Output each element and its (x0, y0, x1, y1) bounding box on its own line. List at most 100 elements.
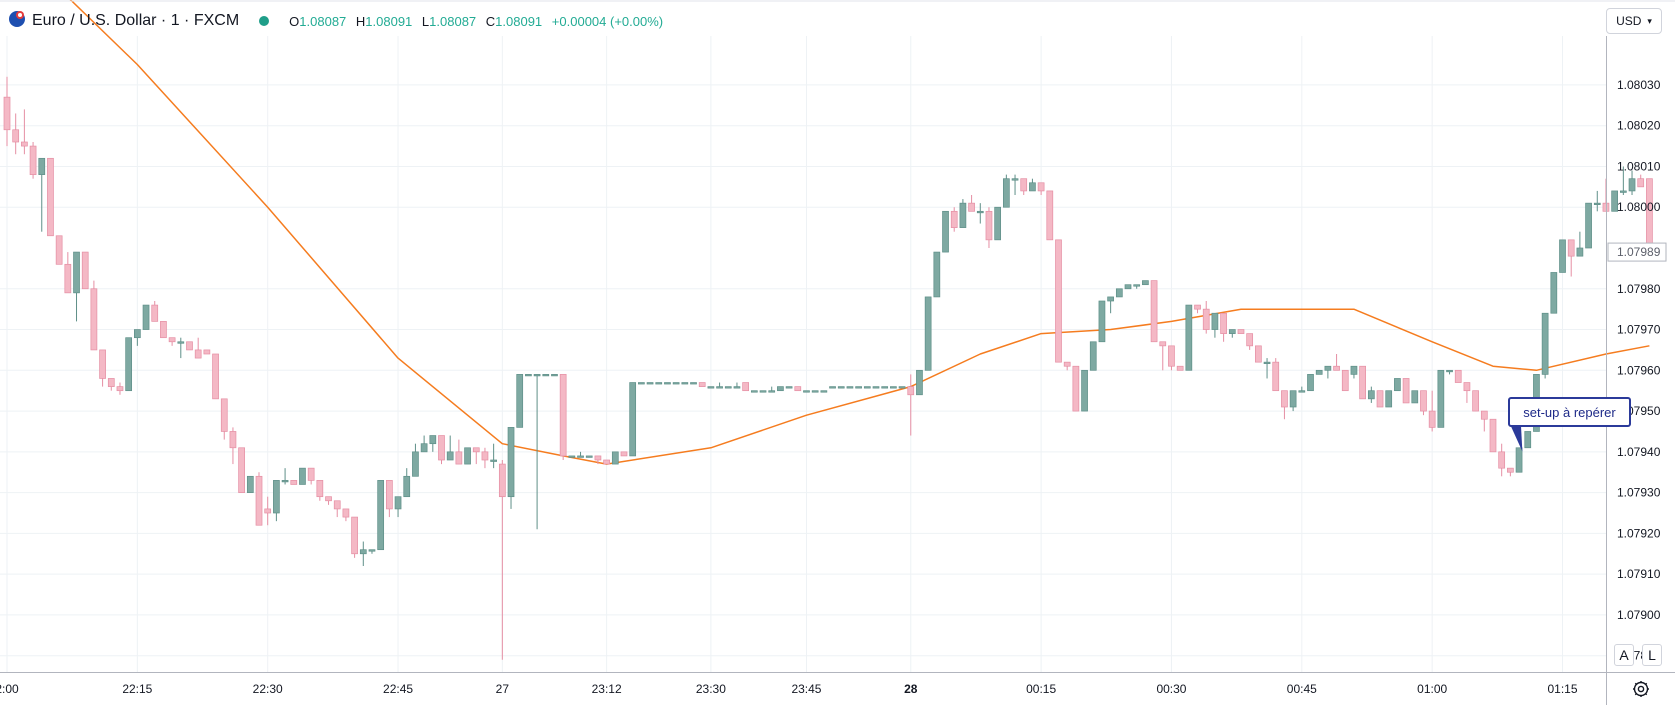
candle (90, 280, 98, 351)
candle (403, 468, 411, 498)
candle-body (325, 496, 332, 502)
candle (690, 382, 697, 385)
candle (1142, 280, 1149, 286)
x-tick-label: 22:30 (253, 682, 283, 696)
candle (533, 374, 541, 530)
candle-body (186, 341, 193, 351)
candle (1576, 231, 1584, 257)
moving-average-path (69, 0, 1650, 465)
candle-body (29, 145, 37, 175)
candle-body (1272, 361, 1280, 392)
candle-body (1611, 190, 1619, 212)
close-label: C (485, 13, 496, 29)
change-value: +0.00004 (+0.00%) (551, 13, 664, 29)
x-tick-label: 01:00 (1417, 682, 1447, 696)
candle (1202, 301, 1210, 334)
candle-body (759, 390, 767, 393)
last-price-box (1607, 242, 1667, 262)
candle (785, 386, 793, 389)
candle (1350, 365, 1358, 379)
candle (950, 207, 958, 232)
candle-body (1394, 378, 1401, 392)
log-scale-button[interactable]: L (1642, 644, 1662, 666)
candle-body (1637, 178, 1645, 188)
x-tick-label: 00:30 (1156, 682, 1186, 696)
candle-body (90, 288, 98, 351)
y-tick-label: 1.08030 (1617, 78, 1661, 92)
candle-body (464, 447, 471, 465)
candle-body (1246, 333, 1254, 347)
x-tick-label: 00:45 (1287, 682, 1317, 696)
candle (872, 386, 880, 389)
candle-body (377, 480, 385, 551)
candle-body (829, 386, 836, 389)
candle-body (585, 455, 593, 458)
candle (1420, 390, 1427, 416)
candle-body (950, 210, 958, 228)
candle-body (73, 251, 80, 294)
x-tick-label: 27 (496, 682, 510, 696)
candle (1611, 190, 1619, 212)
candle-body (151, 304, 159, 322)
candle-body (577, 455, 584, 458)
candle-body (1263, 361, 1271, 365)
candle (1315, 369, 1323, 375)
candle-body (525, 374, 532, 377)
candle (1220, 312, 1227, 342)
candle (837, 386, 845, 389)
candle (316, 480, 324, 501)
candle (472, 447, 480, 465)
candle-body (386, 480, 393, 510)
candle (733, 382, 741, 389)
candle-body (942, 210, 949, 253)
candle-body (3, 96, 11, 131)
candle (1515, 447, 1523, 473)
candle (351, 516, 358, 558)
candle-body (1385, 390, 1393, 408)
candle-body (394, 496, 402, 510)
currency-button[interactable]: USD ▾ (1606, 8, 1662, 34)
candle-body (785, 386, 793, 389)
candle-body (1420, 390, 1427, 412)
candle-body (881, 386, 889, 389)
candle (1176, 365, 1184, 371)
candle (194, 337, 202, 359)
candle-body (1619, 190, 1627, 193)
candle-body (1029, 182, 1036, 192)
candle-body (933, 251, 941, 298)
candle (1289, 390, 1297, 412)
candle-body (959, 202, 967, 228)
candle (611, 451, 619, 465)
candle (1046, 190, 1054, 241)
x-tick-label: 01:15 (1547, 682, 1577, 696)
open-value: 1.08087 (299, 13, 347, 29)
candle (1324, 365, 1332, 379)
candle-body (212, 353, 219, 400)
candle (490, 443, 497, 469)
moving-average-line (69, 0, 1650, 465)
candle-body (568, 455, 576, 458)
candle (959, 199, 967, 228)
candle-body (316, 480, 324, 498)
candle-body (99, 349, 106, 379)
candle (246, 475, 254, 493)
candle (386, 480, 393, 518)
candle (203, 349, 211, 355)
candle (281, 468, 289, 485)
candle (1480, 410, 1488, 432)
candle (811, 390, 819, 393)
flag-icon[interactable] (8, 10, 26, 33)
x-tick-label: 2:00 (0, 682, 19, 696)
candle (890, 386, 897, 389)
candle-body (351, 516, 358, 555)
x-tick-label: 00:15 (1026, 682, 1056, 696)
auto-scale-button[interactable]: A (1614, 644, 1634, 666)
symbol-title[interactable]: Euro / U.S. Dollar · 1 · FXCM (32, 12, 240, 29)
gear-icon[interactable] (1628, 676, 1654, 702)
candle-body (1498, 451, 1506, 469)
candle (768, 386, 776, 393)
candle (577, 451, 584, 458)
candle (38, 157, 46, 232)
